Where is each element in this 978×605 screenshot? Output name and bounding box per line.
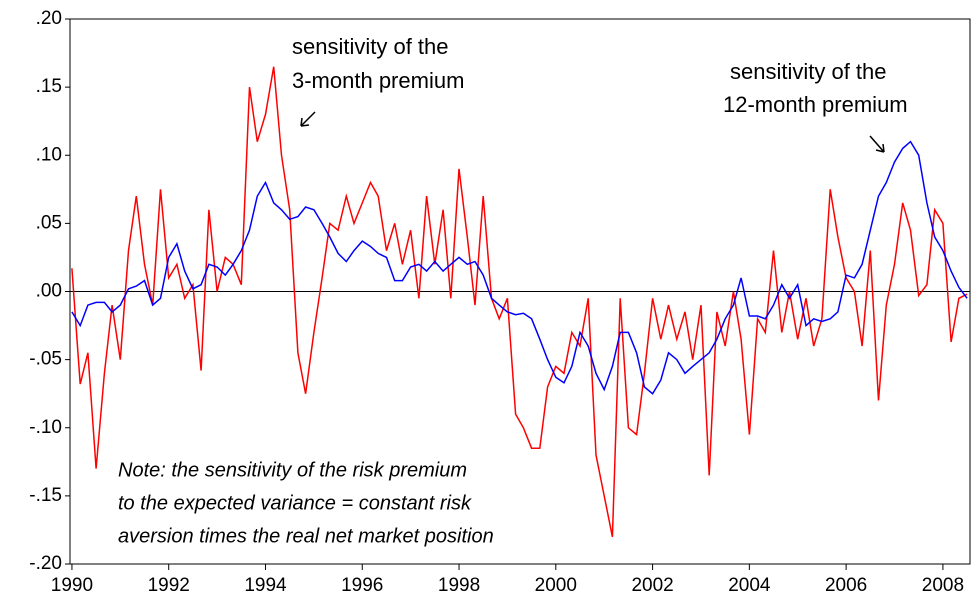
x-tick-label: 2008 <box>922 575 964 596</box>
annotation: to the expected variance = constant risk <box>118 492 472 514</box>
series-line <box>71 140 968 395</box>
x-tick-label: 2000 <box>535 575 577 596</box>
y-tick-label: -.05 <box>29 349 62 370</box>
annotation: aversion times the real net market posit… <box>118 525 494 547</box>
y-tick-label: -.10 <box>29 417 62 438</box>
annotation: sensitivity of the <box>730 59 887 84</box>
annotation: Note: the sensitivity of the risk premiu… <box>118 459 467 481</box>
annotation: 3-month premium <box>292 68 464 93</box>
x-tick-label: 1998 <box>438 575 480 596</box>
y-tick-label: .00 <box>36 281 62 302</box>
x-tick-label: 2002 <box>631 575 673 596</box>
arrow <box>869 135 885 153</box>
x-tick-label: 1996 <box>341 575 383 596</box>
x-tick-label: 1994 <box>244 575 287 596</box>
arrow <box>300 111 316 127</box>
x-tick-label: 2004 <box>728 575 771 596</box>
x-tick-label: 1990 <box>51 575 93 596</box>
y-tick-label: .20 <box>36 8 62 29</box>
y-tick-label: .05 <box>36 212 62 233</box>
x-tick-label: 1992 <box>148 575 190 596</box>
annotation: 12-month premium <box>723 92 908 117</box>
y-tick-label: .10 <box>36 144 62 165</box>
y-tick-label: -.20 <box>29 553 62 574</box>
annotation: sensitivity of the <box>292 34 449 59</box>
series-line <box>71 66 968 537</box>
x-tick-label: 2006 <box>825 575 867 596</box>
y-tick-label: .15 <box>36 76 62 97</box>
y-tick-label: -.15 <box>29 485 62 506</box>
